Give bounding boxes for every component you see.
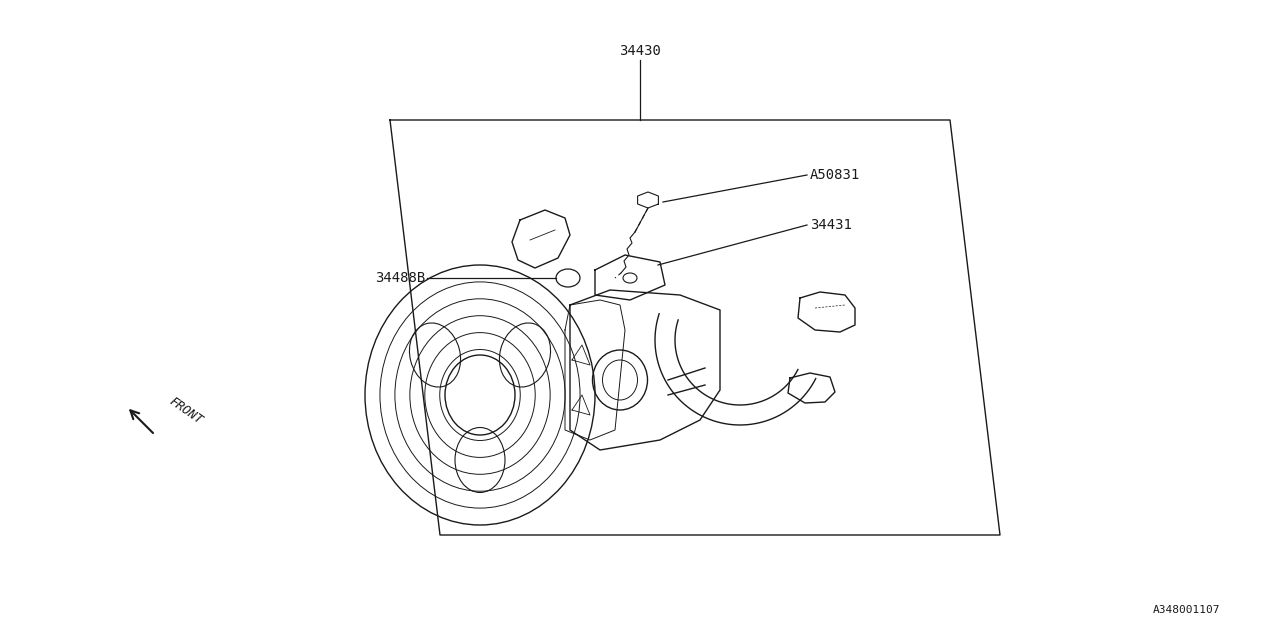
Text: A50831: A50831 [810, 168, 860, 182]
Text: A348001107: A348001107 [1152, 605, 1220, 615]
Text: FRONT: FRONT [166, 395, 205, 427]
Text: 34431: 34431 [810, 218, 852, 232]
Text: 34430: 34430 [620, 44, 660, 58]
Text: 34488B: 34488B [375, 271, 425, 285]
